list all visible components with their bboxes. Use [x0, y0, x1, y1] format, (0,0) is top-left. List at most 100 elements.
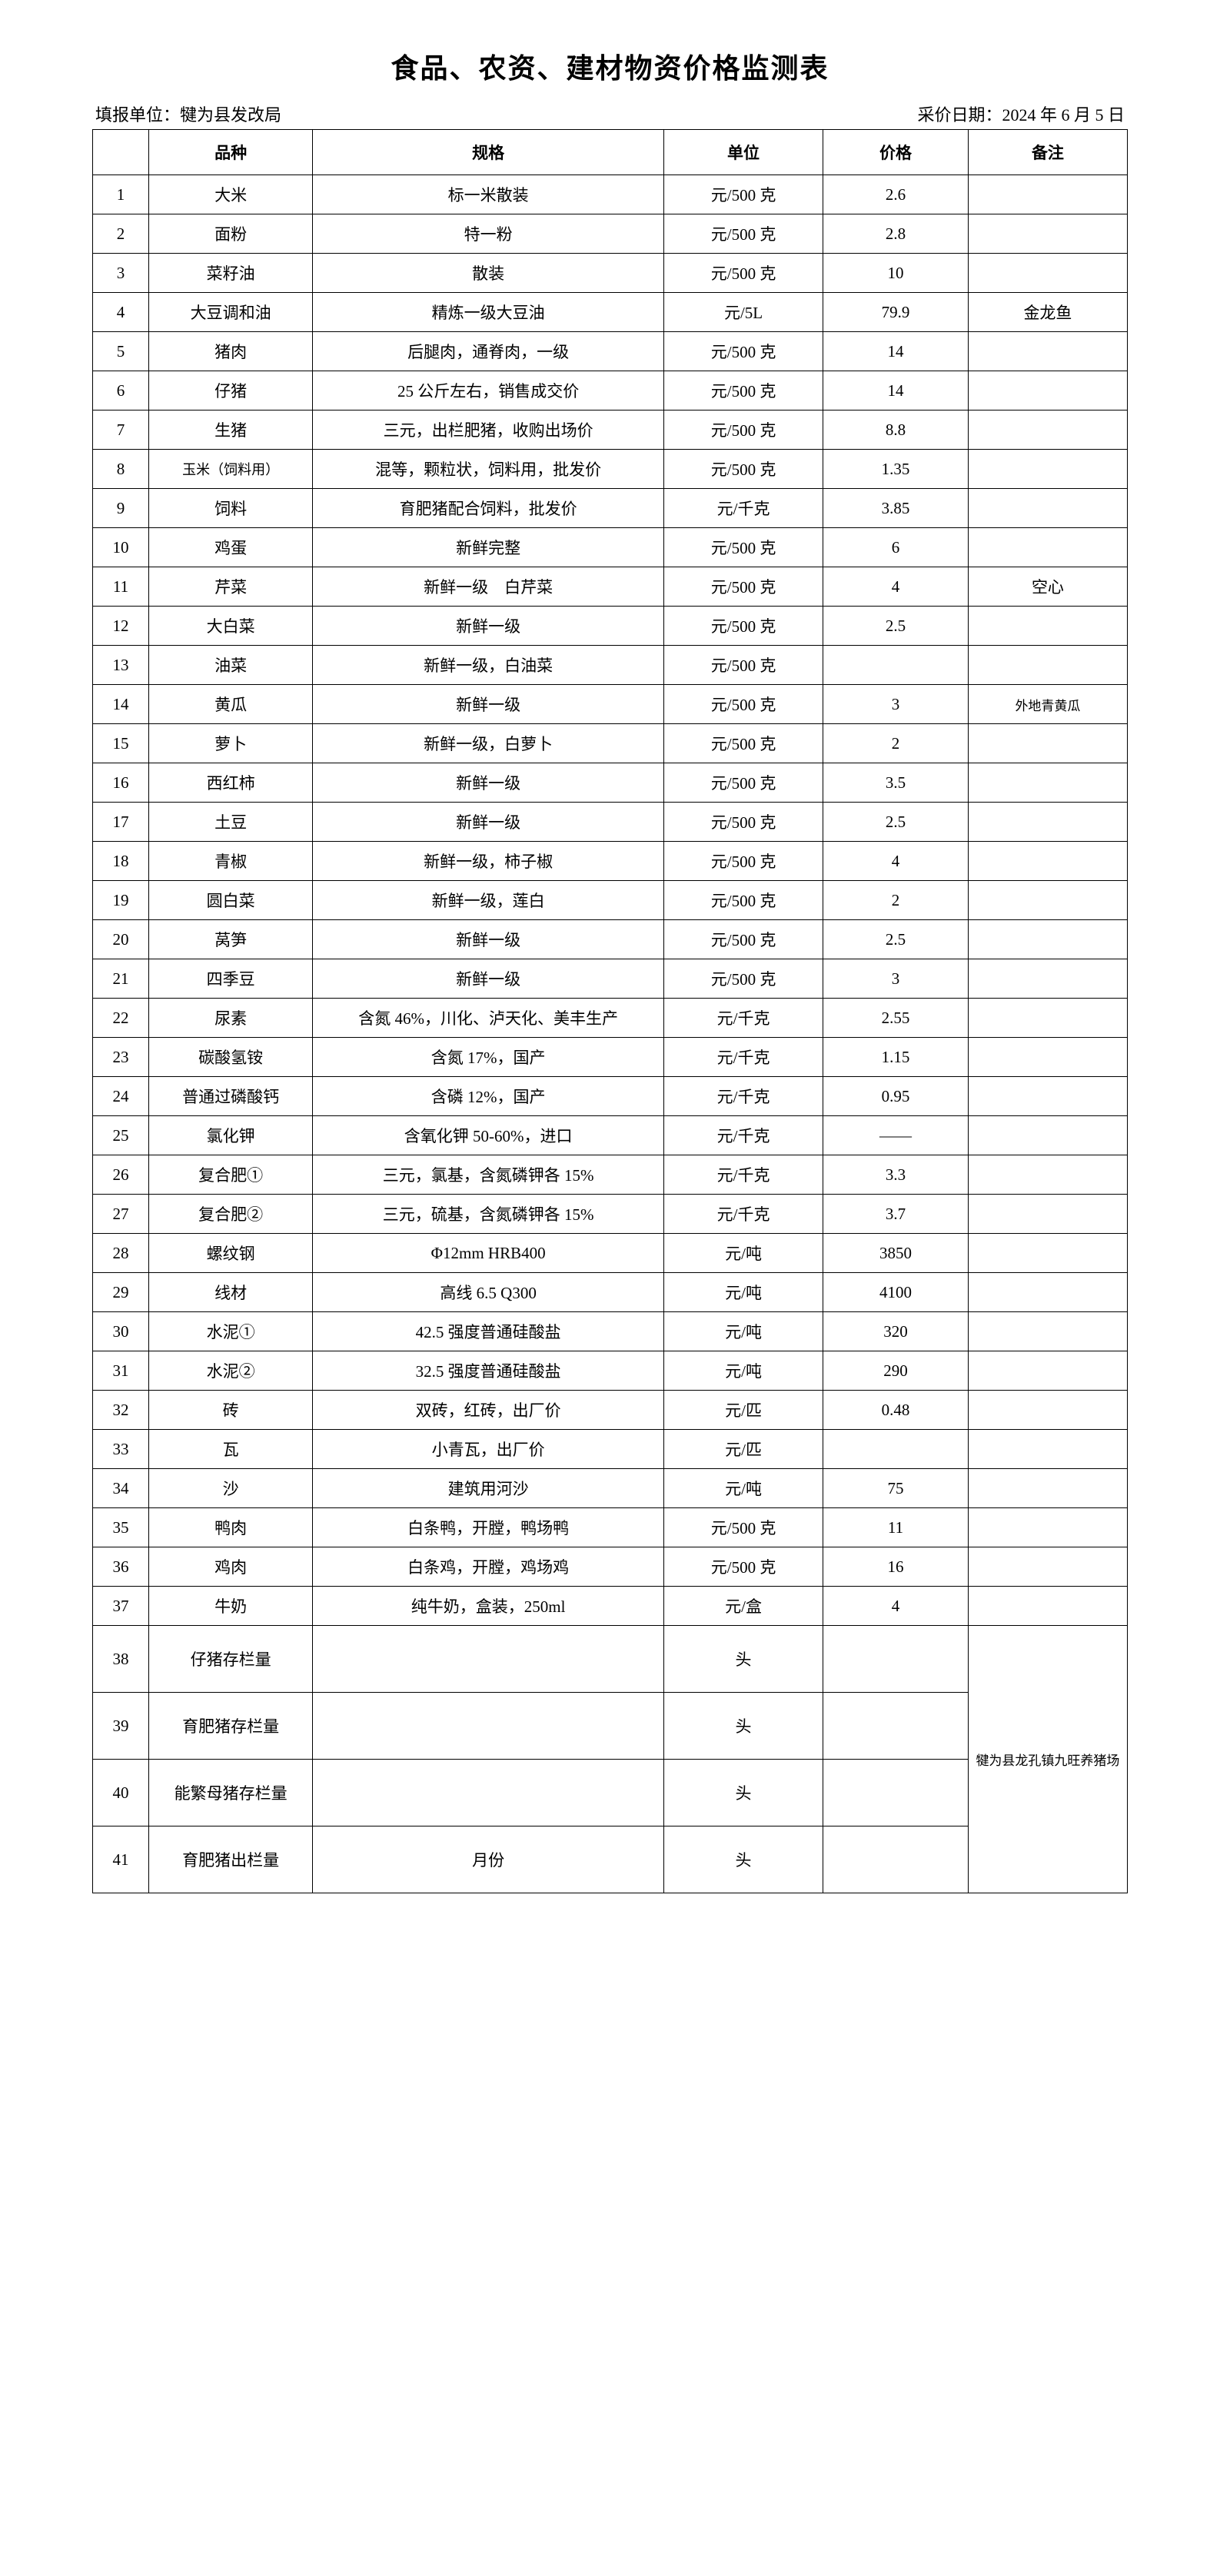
table-row: 17土豆新鲜一级元/500 克2.5 [93, 803, 1128, 842]
cell-note [968, 920, 1127, 959]
cell-note [968, 646, 1127, 685]
table-row: 23碳酸氢铵含氮 17%，国产元/千克1.15 [93, 1038, 1128, 1077]
price-table: 品种 规格 单位 价格 备注 1大米标一米散装元/500 克2.62面粉特一粉元… [92, 129, 1128, 1893]
cell-idx: 16 [93, 763, 149, 803]
page-title: 食品、农资、建材物资价格监测表 [92, 46, 1128, 86]
cell-unit: 元/500 克 [664, 842, 823, 881]
header-price: 价格 [823, 130, 969, 175]
table-row: 9饲料育肥猪配合饲料，批发价元/千克3.85 [93, 489, 1128, 528]
cell-unit: 元/500 克 [664, 410, 823, 450]
cell-name: 水泥① [149, 1312, 313, 1351]
cell-spec: 双砖，红砖，出厂价 [313, 1391, 664, 1430]
cell-spec: 新鲜一级，莲白 [313, 881, 664, 920]
cell-name: 育肥猪存栏量 [149, 1693, 313, 1760]
cell-name: 油菜 [149, 646, 313, 685]
table-row: 15萝卜新鲜一级，白萝卜元/500 克2 [93, 724, 1128, 763]
cell-idx: 3 [93, 254, 149, 293]
cell-spec: 含磷 12%，国产 [313, 1077, 664, 1116]
cell-unit: 头 [664, 1826, 823, 1893]
cell-unit: 元/吨 [664, 1469, 823, 1508]
cell-spec: 新鲜一级 [313, 920, 664, 959]
cell-name: 土豆 [149, 803, 313, 842]
cell-name: 牛奶 [149, 1587, 313, 1626]
table-row: 27复合肥②三元，硫基，含氮磷钾各 15%元/千克3.7 [93, 1195, 1128, 1234]
cell-unit: 元/500 克 [664, 1547, 823, 1587]
cell-price: 4100 [823, 1273, 969, 1312]
cell-note [968, 254, 1127, 293]
cell-price: 3 [823, 685, 969, 724]
table-row: 29线材高线 6.5 Q300元/吨4100 [93, 1273, 1128, 1312]
cell-unit: 元/5L [664, 293, 823, 332]
table-row: 8玉米（饲料用）混等，颗粒状，饲料用，批发价元/500 克1.35 [93, 450, 1128, 489]
cell-price: 2 [823, 881, 969, 920]
cell-idx: 31 [93, 1351, 149, 1391]
cell-idx: 27 [93, 1195, 149, 1234]
cell-note [968, 842, 1127, 881]
cell-name: 碳酸氢铵 [149, 1038, 313, 1077]
cell-name: 普通过磷酸钙 [149, 1077, 313, 1116]
cell-price: 14 [823, 371, 969, 410]
cell-note: 金龙鱼 [968, 293, 1127, 332]
cell-note [968, 1234, 1127, 1273]
cell-note [968, 1155, 1127, 1195]
cell-price: 3.3 [823, 1155, 969, 1195]
cell-idx: 39 [93, 1693, 149, 1760]
cell-price: 2 [823, 724, 969, 763]
table-row: 19圆白菜新鲜一级，莲白元/500 克2 [93, 881, 1128, 920]
table-row: 33瓦小青瓦，出厂价元/匹 [93, 1430, 1128, 1469]
cell-name: 复合肥① [149, 1155, 313, 1195]
cell-spec [313, 1693, 664, 1760]
cell-spec: 新鲜一级 [313, 607, 664, 646]
cell-unit: 元/500 克 [664, 332, 823, 371]
cell-idx: 5 [93, 332, 149, 371]
table-row: 18青椒新鲜一级，柿子椒元/500 克4 [93, 842, 1128, 881]
cell-price [823, 646, 969, 685]
cell-unit: 元/500 克 [664, 607, 823, 646]
cell-price: 1.15 [823, 1038, 969, 1077]
cell-idx: 24 [93, 1077, 149, 1116]
table-row: 6仔猪25 公斤左右，销售成交价元/500 克14 [93, 371, 1128, 410]
header-unit: 单位 [664, 130, 823, 175]
cell-spec: 标一米散装 [313, 175, 664, 214]
cell-idx: 4 [93, 293, 149, 332]
cell-price: 3.85 [823, 489, 969, 528]
table-row: 37牛奶纯牛奶，盒装，250ml元/盒4 [93, 1587, 1128, 1626]
table-row: 1大米标一米散装元/500 克2.6 [93, 175, 1128, 214]
cell-price: 6 [823, 528, 969, 567]
cell-note [968, 1469, 1127, 1508]
cell-price: 4 [823, 842, 969, 881]
header-spec: 规格 [313, 130, 664, 175]
cell-idx: 22 [93, 999, 149, 1038]
cell-idx: 32 [93, 1391, 149, 1430]
cell-note [968, 489, 1127, 528]
cell-note-merged: 犍为县龙孔镇九旺养猪场 [968, 1626, 1127, 1893]
cell-idx: 7 [93, 410, 149, 450]
table-row: 2面粉特一粉元/500 克2.8 [93, 214, 1128, 254]
cell-idx: 23 [93, 1038, 149, 1077]
cell-note [968, 1430, 1127, 1469]
cell-note [968, 410, 1127, 450]
cell-unit: 元/吨 [664, 1312, 823, 1351]
cell-note [968, 1587, 1127, 1626]
cell-note [968, 1351, 1127, 1391]
cell-spec [313, 1760, 664, 1826]
cell-price: 4 [823, 1587, 969, 1626]
table-row: 32砖双砖，红砖，出厂价元/匹0.48 [93, 1391, 1128, 1430]
table-row: 5猪肉后腿肉，通脊肉，一级元/500 克14 [93, 332, 1128, 371]
cell-idx: 14 [93, 685, 149, 724]
cell-spec: 育肥猪配合饲料，批发价 [313, 489, 664, 528]
cell-spec: 白条鸭，开膛，鸭场鸭 [313, 1508, 664, 1547]
cell-name: 线材 [149, 1273, 313, 1312]
cell-idx: 19 [93, 881, 149, 920]
cell-price: 14 [823, 332, 969, 371]
cell-note [968, 175, 1127, 214]
table-row: 22尿素含氮 46%，川化、泸天化、美丰生产元/千克2.55 [93, 999, 1128, 1038]
cell-spec: 新鲜完整 [313, 528, 664, 567]
cell-unit: 元/千克 [664, 1155, 823, 1195]
cell-spec: 白条鸡，开膛，鸡场鸡 [313, 1547, 664, 1587]
cell-spec: 散装 [313, 254, 664, 293]
cell-name: 仔猪存栏量 [149, 1626, 313, 1693]
cell-idx: 21 [93, 959, 149, 999]
cell-unit: 元/千克 [664, 1038, 823, 1077]
table-row: 13油菜新鲜一级，白油菜元/500 克 [93, 646, 1128, 685]
